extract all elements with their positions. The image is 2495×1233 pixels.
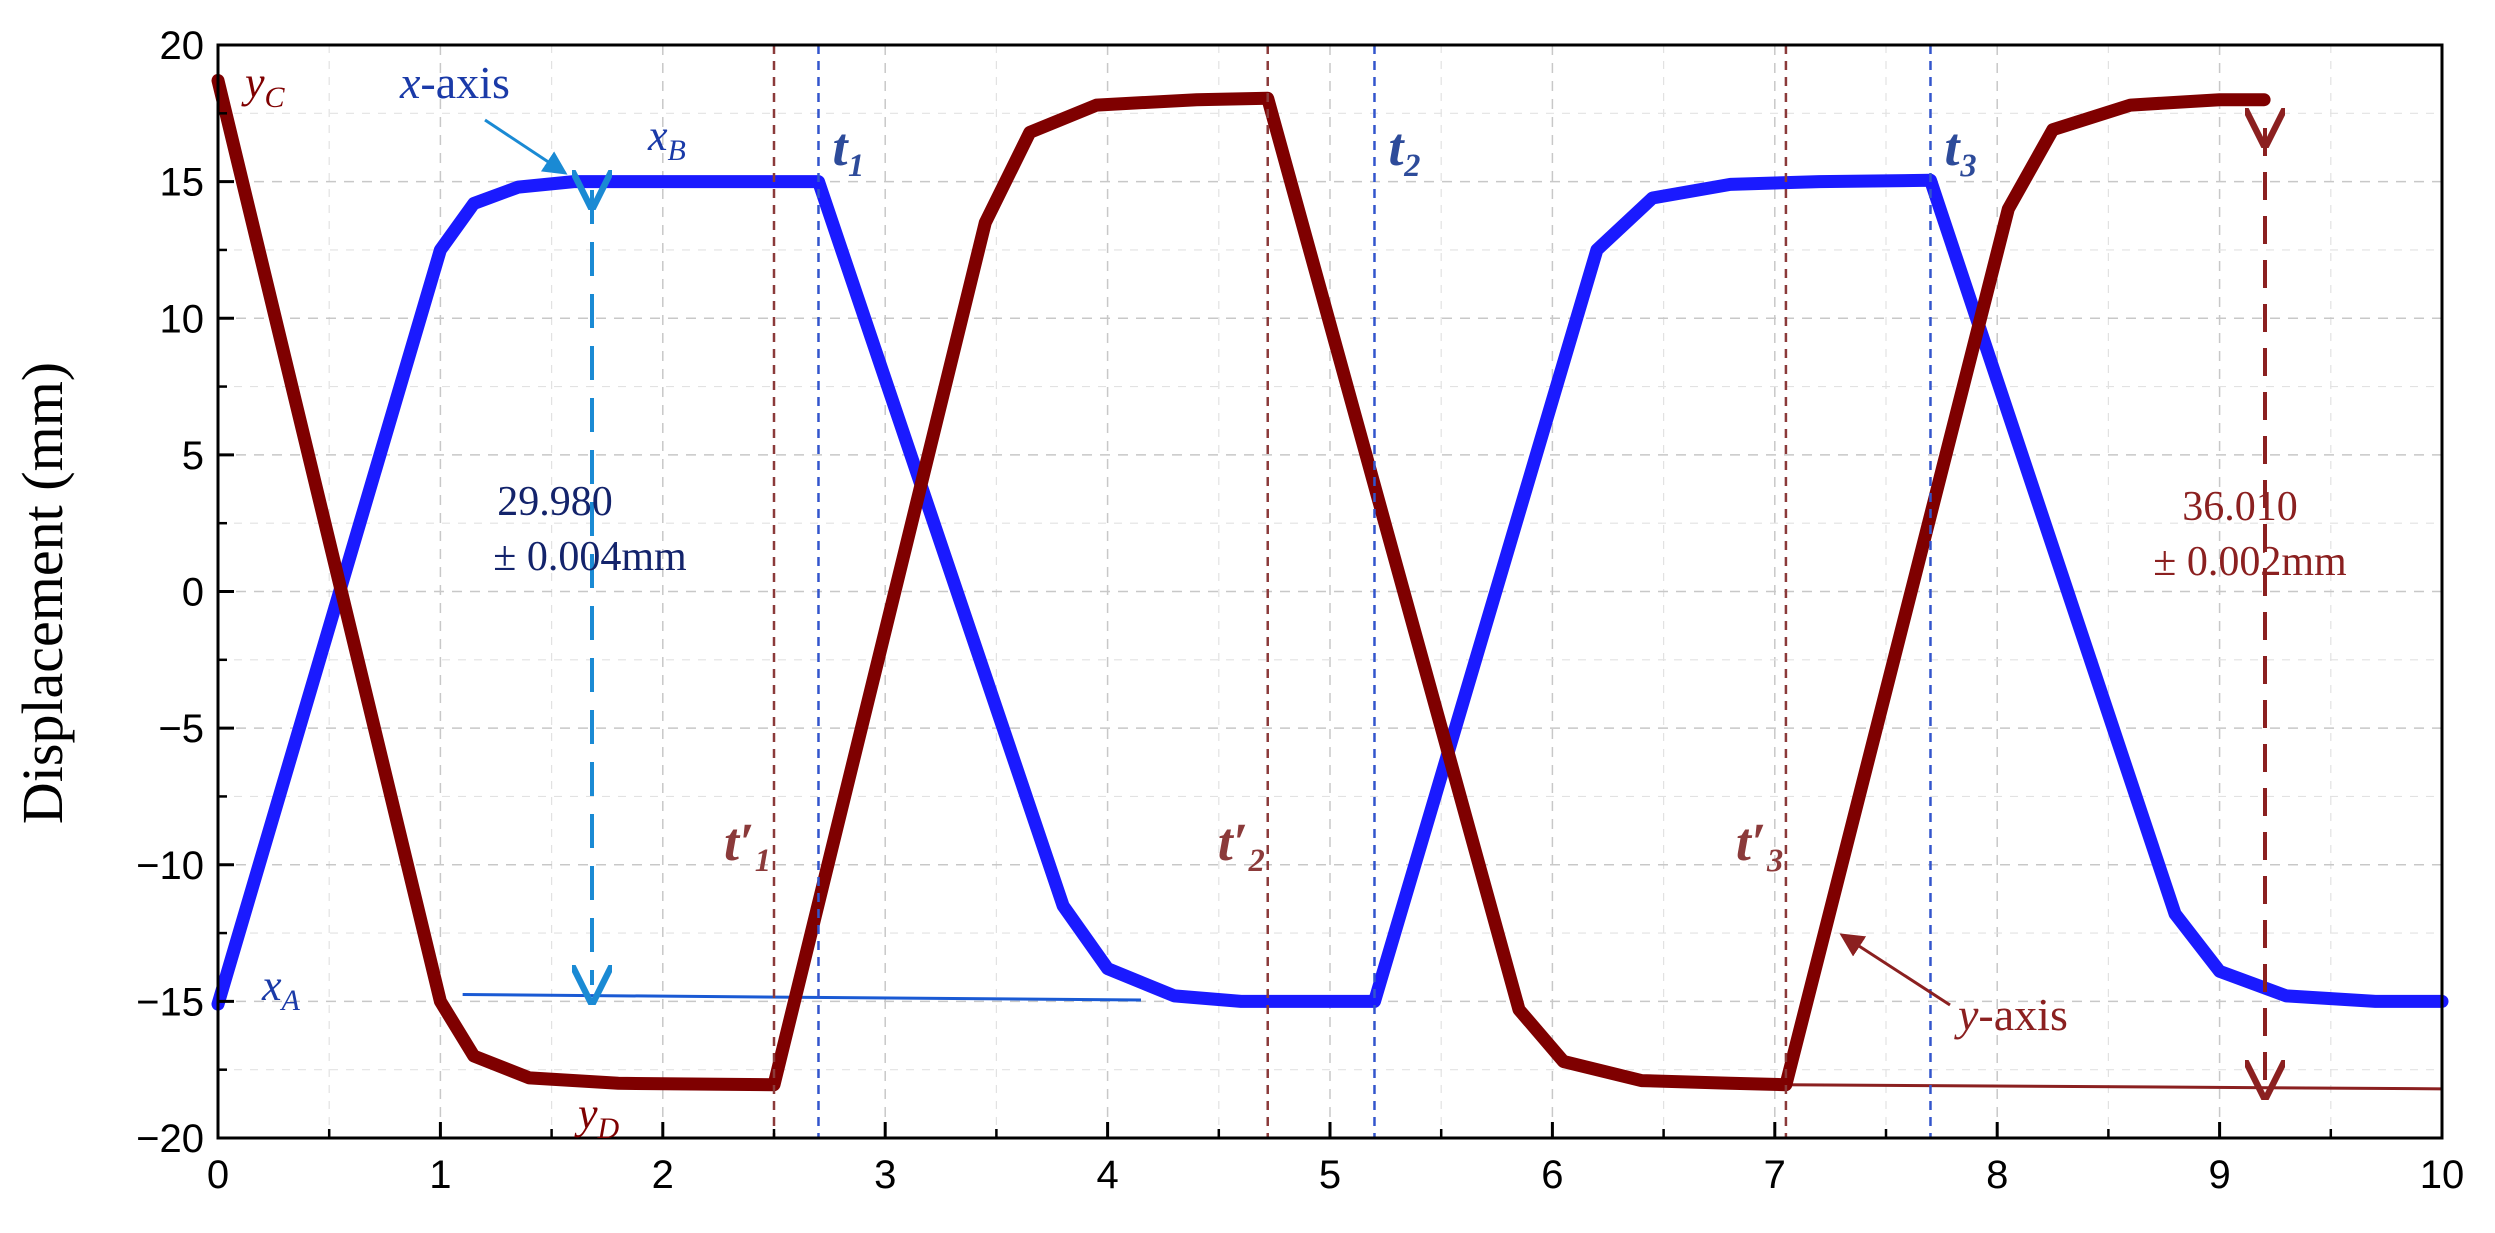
x-tick-label: 0: [207, 1153, 229, 1197]
y-tick-label: 0: [182, 571, 204, 615]
x-tick-label: 9: [2208, 1153, 2230, 1197]
y-tick-label: 20: [160, 24, 205, 68]
y-tick-label: 10: [160, 297, 205, 341]
y-span-tolerance: ± 0.002mm: [2153, 539, 2347, 585]
y-tick-label: 5: [182, 434, 204, 478]
x-tick-label: 5: [1319, 1153, 1341, 1197]
y-tick-label: −20: [136, 1117, 204, 1161]
x-axis-pointer-arrow: [484, 118, 568, 175]
x-tick-label: 1: [429, 1153, 451, 1197]
y-tick-label: −15: [136, 980, 204, 1024]
x-tick-label: 3: [874, 1153, 896, 1197]
point-label-xB: xB: [647, 111, 686, 167]
point-label-yC: yC: [241, 58, 286, 114]
time-marker-label: t₂: [1388, 117, 1422, 177]
point-label-xA: xA: [261, 961, 301, 1017]
y-axis-title: Displacement (mm): [10, 362, 75, 824]
y-tick-label: −5: [158, 707, 204, 751]
y-axis-pointer-arrow: [1839, 933, 1951, 1007]
y-tick-label: −10: [136, 844, 204, 888]
x-tick-label: 7: [1764, 1153, 1786, 1197]
y-span-value: 36.010: [2182, 484, 2298, 530]
y-baseline-reference: [1785, 1083, 2443, 1091]
point-label-yD: yD: [574, 1089, 620, 1145]
time-marker-label: t′₃: [1736, 812, 1785, 872]
x-tick-label: 2: [652, 1153, 674, 1197]
time-marker-label: t₃: [1944, 117, 1978, 177]
time-marker-label: t₁: [832, 117, 866, 177]
x-tick-label: 10: [2420, 1153, 2465, 1197]
annotations: 29.980 ± 0.004mm 36.010 ± 0.002mm x-axis…: [241, 57, 2347, 1145]
series-line-x-axis: [211, 173, 2449, 1011]
x-tick-label: 6: [1541, 1153, 1563, 1197]
x-span-value: 29.980: [497, 479, 613, 525]
time-marker-label: t′₂: [1218, 812, 1267, 872]
time-markers: t′₁ t₁ t′₂ t₂ t′₃ t₃: [724, 45, 1978, 1138]
x-tick-label: 4: [1096, 1153, 1118, 1197]
x-span-tolerance: ± 0.004mm: [493, 534, 687, 580]
y-axis-series-label: y-axis: [1954, 989, 2068, 1040]
x-axis-series-label: x-axis: [399, 57, 510, 108]
x-tick-label: 8: [1986, 1153, 2008, 1197]
time-marker-label: t′₁: [724, 812, 773, 872]
y-tick-label: 15: [160, 161, 205, 205]
axis-ticks: 0 1 2 3 4 5 6 7 8 9 10 −20 −15 −10 −5 0 5 10 15 20: [136, 24, 2464, 1197]
